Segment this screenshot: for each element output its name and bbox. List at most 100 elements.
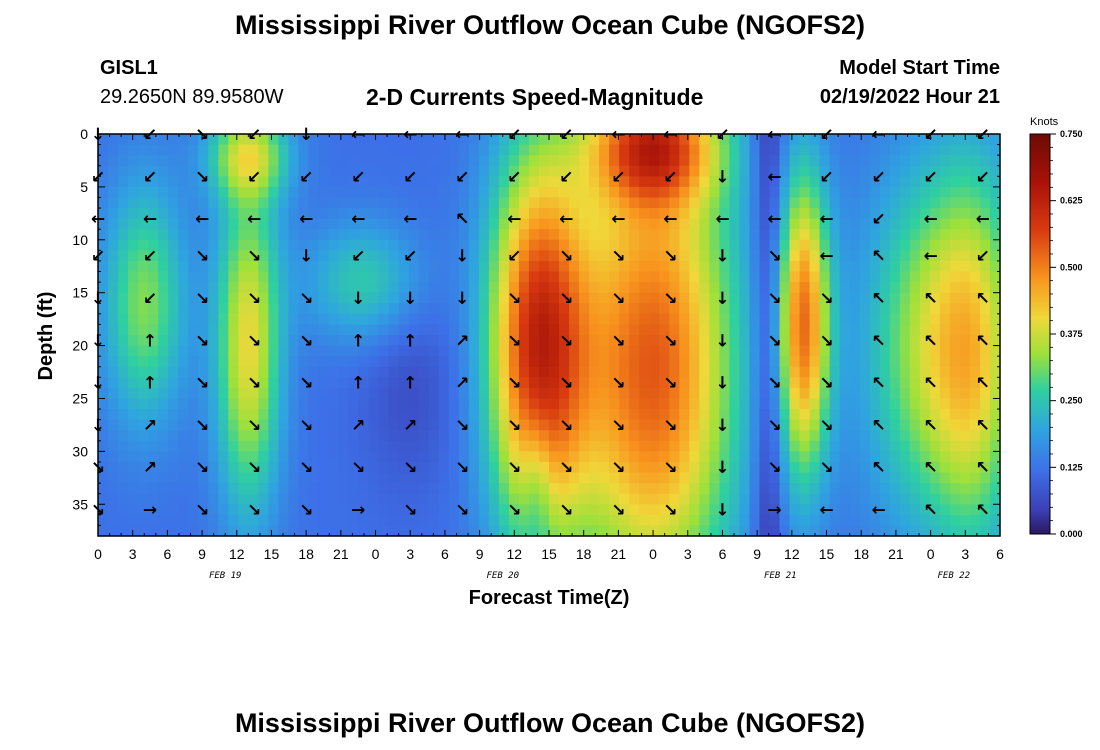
heatmap-cell bbox=[128, 218, 139, 230]
heatmap-cell bbox=[158, 345, 169, 357]
heatmap-cell bbox=[899, 483, 911, 495]
heatmap-cell bbox=[679, 229, 690, 241]
heatmap-cell bbox=[959, 483, 971, 495]
heatmap-cell bbox=[789, 514, 801, 527]
heatmap-cell bbox=[709, 514, 720, 527]
heatmap-cell bbox=[518, 387, 530, 400]
heatmap-cell bbox=[579, 303, 590, 315]
heatmap-cell bbox=[528, 197, 540, 209]
heatmap-cell bbox=[348, 271, 360, 283]
heatmap-cell bbox=[879, 356, 891, 368]
heatmap-cell bbox=[609, 398, 620, 410]
heatmap-cell bbox=[508, 271, 520, 283]
heatmap-cell bbox=[719, 186, 730, 199]
heatmap-cell bbox=[799, 271, 811, 283]
heatmap-cell bbox=[318, 419, 330, 431]
heatmap-cell bbox=[158, 525, 169, 536]
heatmap-cell bbox=[238, 155, 249, 167]
heatmap-cell bbox=[118, 282, 129, 294]
heatmap-cell bbox=[949, 324, 961, 336]
heatmap-cell bbox=[739, 377, 751, 389]
heatmap-cell bbox=[298, 451, 310, 463]
heatmap-cell bbox=[308, 186, 320, 199]
heatmap-cell bbox=[498, 366, 510, 378]
heatmap-cell bbox=[158, 260, 169, 273]
heatmap-cell bbox=[899, 155, 911, 167]
heatmap-cell bbox=[138, 134, 149, 146]
heatmap-cell bbox=[248, 282, 259, 294]
heatmap-cell bbox=[388, 366, 400, 378]
heatmap-cell bbox=[739, 366, 751, 378]
heatmap-cell bbox=[278, 472, 290, 484]
heatmap-cell bbox=[789, 440, 801, 452]
heatmap-cell bbox=[579, 493, 590, 505]
heatmap-cell bbox=[959, 451, 971, 463]
heatmap-cell bbox=[268, 134, 279, 146]
heatmap-cell bbox=[298, 525, 310, 536]
heatmap-cell bbox=[759, 176, 771, 188]
heatmap-cell bbox=[609, 461, 620, 474]
heatmap-cell bbox=[268, 260, 279, 273]
heatmap-cell bbox=[208, 430, 219, 442]
heatmap-cell bbox=[488, 271, 500, 283]
heatmap-cell bbox=[759, 514, 771, 527]
heatmap-cell bbox=[538, 324, 550, 336]
heatmap-cell bbox=[589, 472, 600, 484]
vector-arrow: ↘ bbox=[819, 416, 833, 436]
vector-arrow: ↖ bbox=[871, 289, 885, 309]
heatmap-cell bbox=[198, 366, 209, 378]
heatmap-cell bbox=[218, 208, 229, 220]
heatmap-cell bbox=[649, 419, 660, 431]
heatmap-cell bbox=[879, 271, 891, 283]
heatmap-cell bbox=[488, 377, 500, 389]
heatmap-cell bbox=[639, 144, 650, 156]
heatmap-cell bbox=[228, 366, 239, 378]
heatmap-cell bbox=[248, 155, 259, 167]
heatmap-cell bbox=[188, 335, 199, 347]
heatmap-cell bbox=[719, 345, 730, 357]
heatmap-cell bbox=[679, 218, 690, 230]
heatmap-cell bbox=[538, 377, 550, 389]
heatmap-cell bbox=[849, 377, 861, 389]
heatmap-cell bbox=[549, 324, 560, 336]
heatmap-cell bbox=[328, 525, 340, 536]
heatmap-cell bbox=[659, 324, 670, 336]
heatmap-cell bbox=[579, 176, 590, 188]
heatmap-cell bbox=[398, 451, 410, 463]
heatmap-cell bbox=[388, 377, 400, 389]
heatmap-cell bbox=[779, 250, 791, 262]
heatmap-cell bbox=[859, 430, 871, 442]
heatmap-cell bbox=[338, 239, 350, 251]
heatmap-cell bbox=[148, 451, 159, 463]
heatmap-cell bbox=[148, 483, 159, 495]
heatmap-cell bbox=[128, 176, 139, 188]
heatmap-cell bbox=[829, 387, 841, 400]
heatmap-cell bbox=[288, 345, 300, 357]
heatmap-cell bbox=[909, 186, 921, 199]
heatmap-cell bbox=[799, 430, 811, 442]
heatmap-cell bbox=[258, 387, 269, 400]
heatmap-cell bbox=[609, 218, 620, 230]
heatmap-cell bbox=[348, 387, 360, 400]
heatmap-cell bbox=[589, 430, 600, 442]
vector-arrow: ← bbox=[767, 167, 781, 187]
heatmap-cell bbox=[599, 409, 610, 421]
heatmap-cell bbox=[609, 292, 620, 304]
heatmap-cell bbox=[659, 218, 670, 230]
heatmap-cell bbox=[478, 419, 490, 431]
heatmap-cell bbox=[649, 165, 660, 177]
heatmap-cell bbox=[759, 218, 771, 230]
heatmap-cell bbox=[488, 366, 500, 378]
heatmap-cell bbox=[769, 366, 781, 378]
heatmap-cell bbox=[308, 271, 320, 283]
heatmap-cell bbox=[879, 218, 891, 230]
heatmap-cell bbox=[959, 409, 971, 421]
heatmap-cell bbox=[218, 440, 229, 452]
heatmap-cell bbox=[328, 356, 340, 368]
heatmap-cell bbox=[98, 345, 109, 357]
heatmap-cell bbox=[799, 197, 811, 209]
heatmap-cell bbox=[488, 335, 500, 347]
heatmap-cell bbox=[719, 239, 730, 251]
heatmap-cell bbox=[739, 282, 751, 294]
